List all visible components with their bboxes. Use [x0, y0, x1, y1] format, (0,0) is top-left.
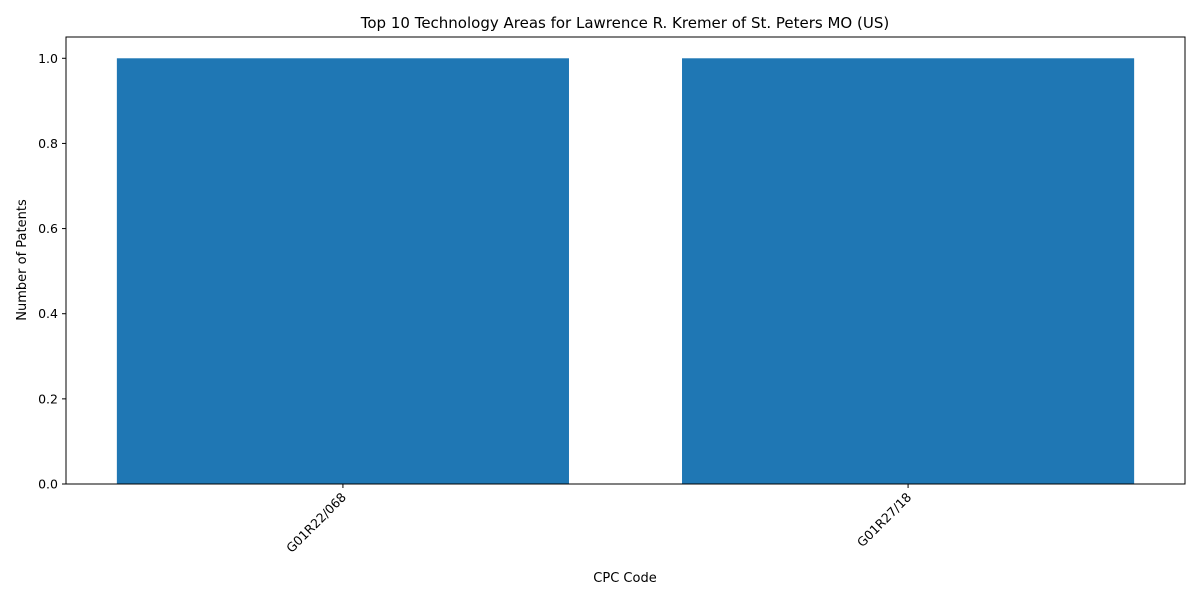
bars-group: [117, 58, 1134, 484]
x-axis-label: CPC Code: [593, 571, 656, 586]
bar-G01R27/18: [682, 58, 1134, 484]
y-tick-label: 0.0: [38, 477, 58, 492]
y-axis-ticks: 0.0 0.2 0.4 0.6 0.8 1.0: [38, 51, 66, 492]
x-tick-label: G01R22/068: [283, 489, 349, 555]
y-tick-label: 0.8: [38, 136, 58, 151]
y-tick-label: 0.2: [38, 391, 58, 406]
y-tick-label: 0.4: [38, 306, 58, 321]
chart-title: Top 10 Technology Areas for Lawrence R. …: [360, 14, 889, 32]
y-tick-label: 1.0: [38, 51, 58, 66]
y-tick-label: 0.6: [38, 221, 58, 236]
bar-G01R22/068: [117, 58, 569, 484]
x-tick-label: G01R27/18: [854, 489, 914, 549]
y-axis-label: Number of Patents: [15, 199, 30, 321]
x-axis-ticks: G01R22/068 G01R27/18: [283, 484, 914, 555]
